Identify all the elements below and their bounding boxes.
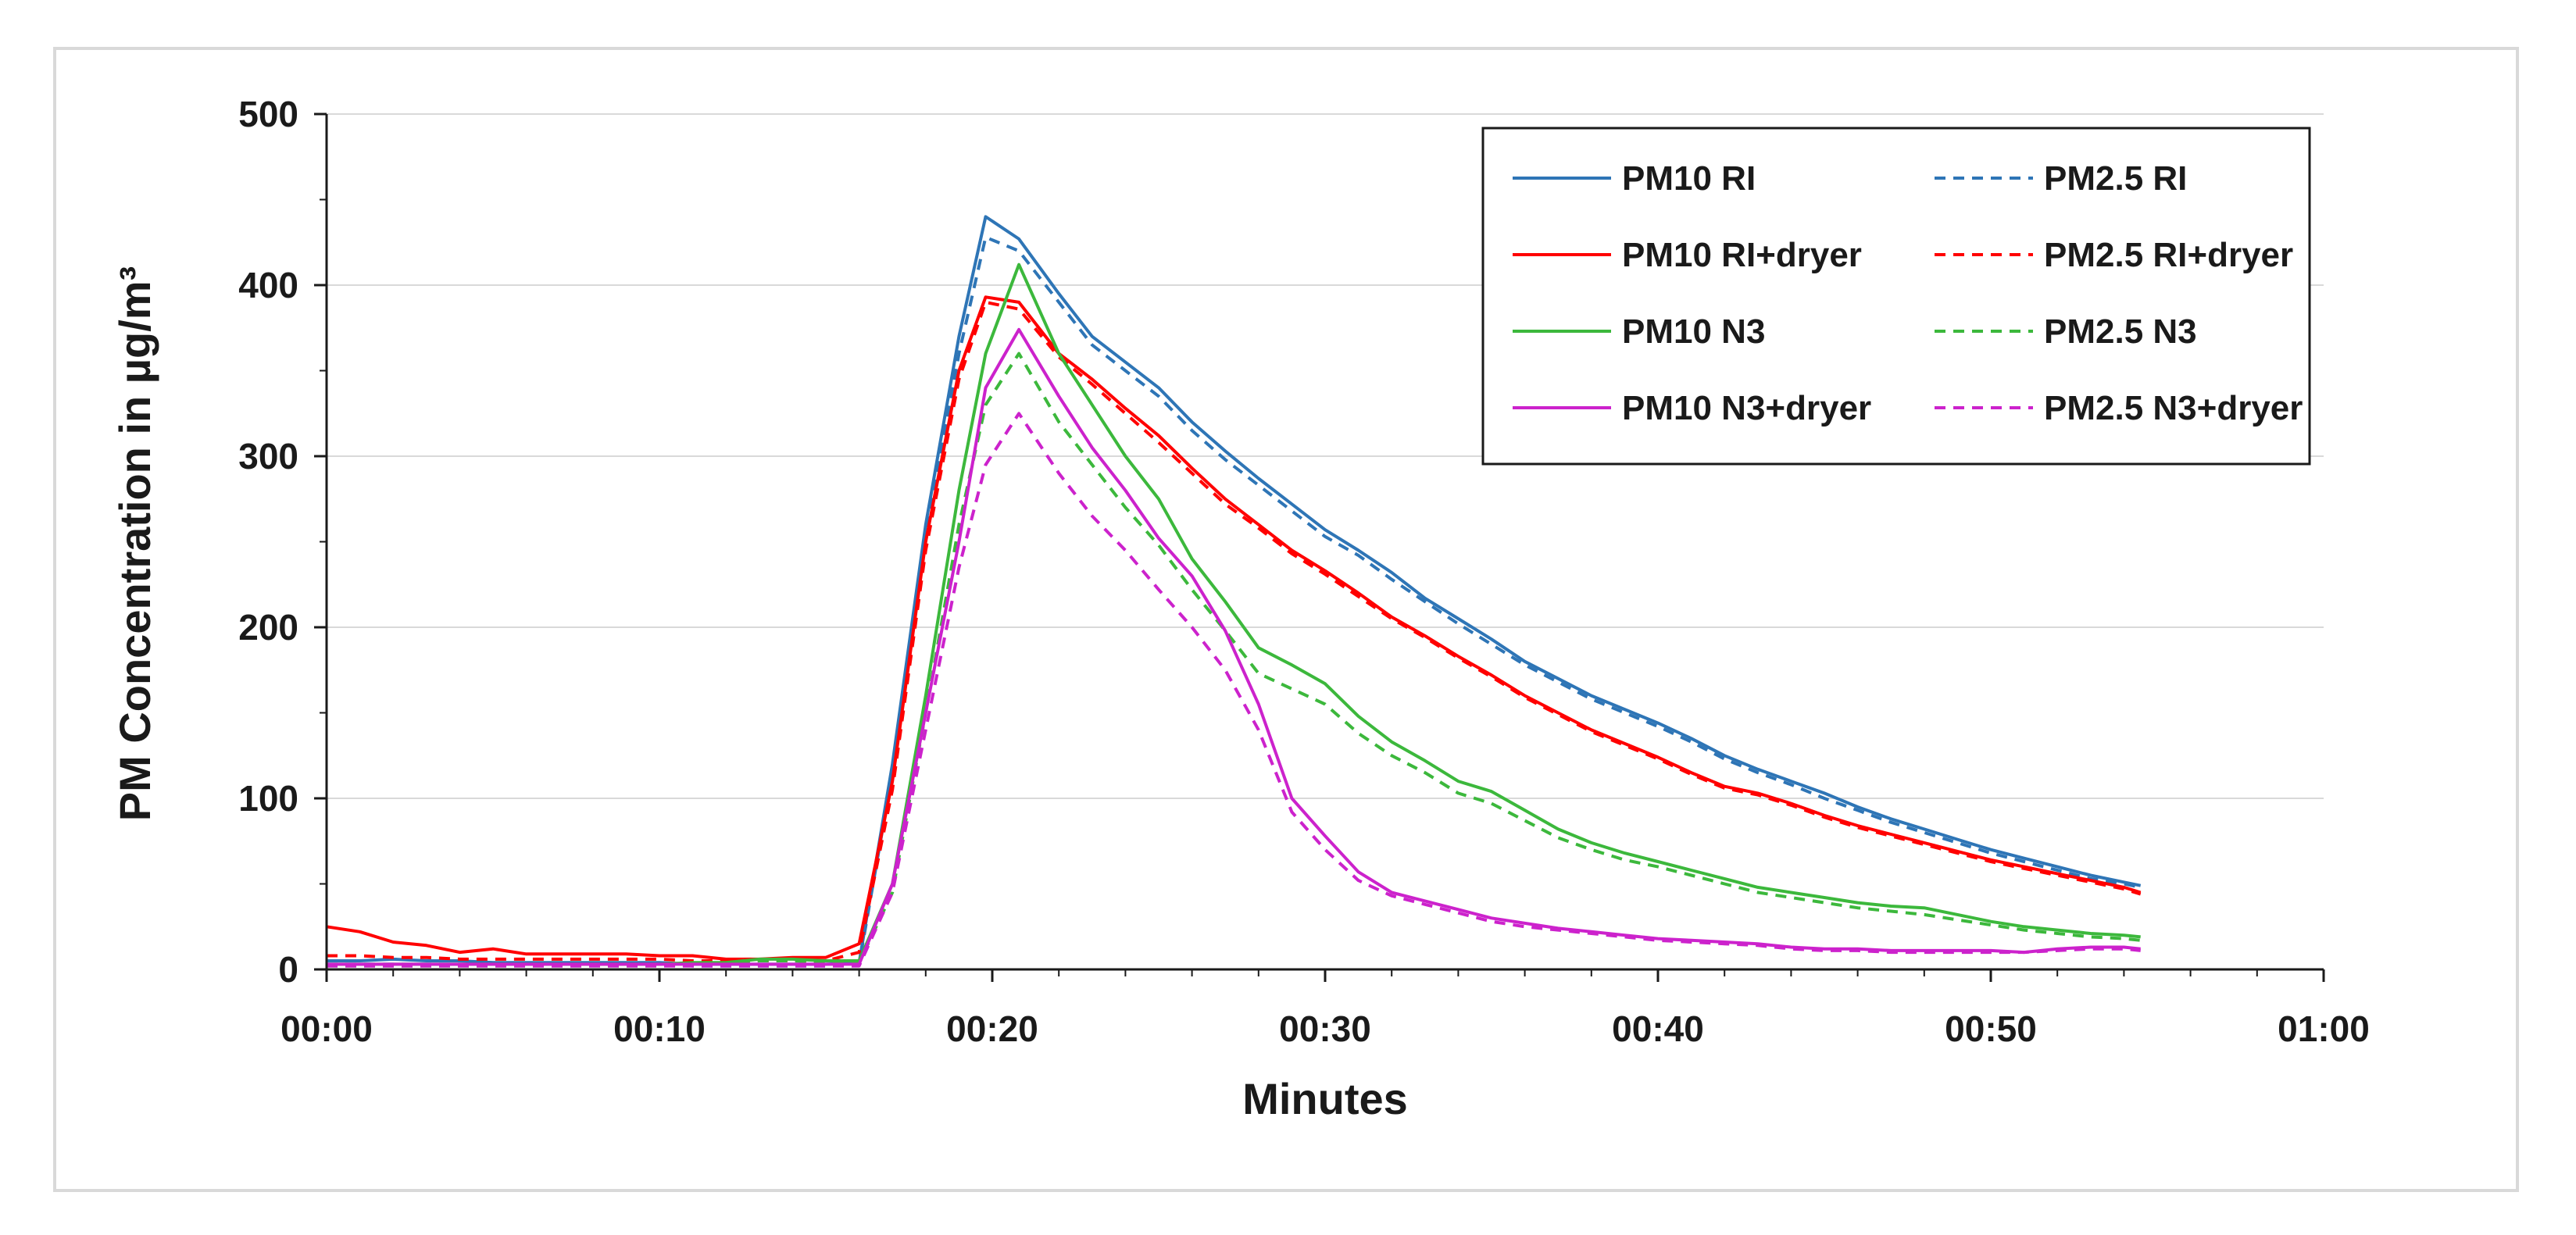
series-line-pm10-n3-dryer [327, 327, 2141, 966]
legend-label: PM10 RI [1622, 159, 1756, 198]
axes: 0 100 200 300 400 500 00:00 00:10 00:20 00:30 00:4… [238, 94, 2370, 1049]
series-line-pm10-ri-dryer [326, 295, 2142, 961]
legend-label: PM2.5 RI+dryer [2044, 236, 2293, 274]
legend-label: PM10 N3+dryer [1622, 389, 1871, 427]
y-tick-label: 500 [238, 94, 298, 134]
chart-svg: 0 100 200 300 400 500 00:00 00:10 00:20 00:30 00:4… [110, 94, 2370, 1123]
legend: PM10 RI PM2.5 RI PM10 RI+dryer PM2.5 RI+dry… [1481, 127, 2311, 466]
x-tick-label: 00:40 [1612, 1008, 1704, 1049]
x-tick-label: 00:30 [1279, 1008, 1371, 1049]
legend-box [1481, 127, 2311, 466]
legend-label: PM2.5 N3+dryer [2044, 389, 2303, 427]
series-line-pm2-5-ri-dryer [327, 300, 2142, 962]
x-tick-label: 01:00 [2278, 1008, 2370, 1049]
legend-label: PM10 N3 [1622, 312, 1765, 351]
series-line-pm10-ri [327, 215, 2142, 966]
x-axis-title: Minutes [1242, 1074, 1408, 1123]
x-tick-label: 00:50 [1945, 1008, 2037, 1049]
y-tick-label: 300 [238, 436, 298, 477]
x-tick-label: 00:10 [613, 1008, 706, 1049]
legend-label: PM2.5 RI [2044, 159, 2187, 198]
y-tick-label: 100 [238, 778, 298, 819]
x-tick-label: 00:20 [946, 1008, 1038, 1049]
chart-frame: 0 100 200 300 400 500 00:00 00:10 00:20 00:30 00:4… [53, 47, 2519, 1192]
y-tick-label: 200 [238, 607, 298, 648]
legend-label: PM2.5 N3 [2044, 312, 2197, 351]
y-tick-label: 400 [238, 265, 298, 305]
legend-label: PM10 RI+dryer [1622, 236, 1862, 274]
plot-series [326, 215, 2142, 968]
x-tick-label: 00:00 [280, 1008, 373, 1049]
y-tick-label: 0 [278, 949, 298, 990]
y-axis-title: PM Concentration in µg/m³ [110, 266, 159, 821]
series-line-pm2-5-n3-dryer [327, 412, 2141, 968]
